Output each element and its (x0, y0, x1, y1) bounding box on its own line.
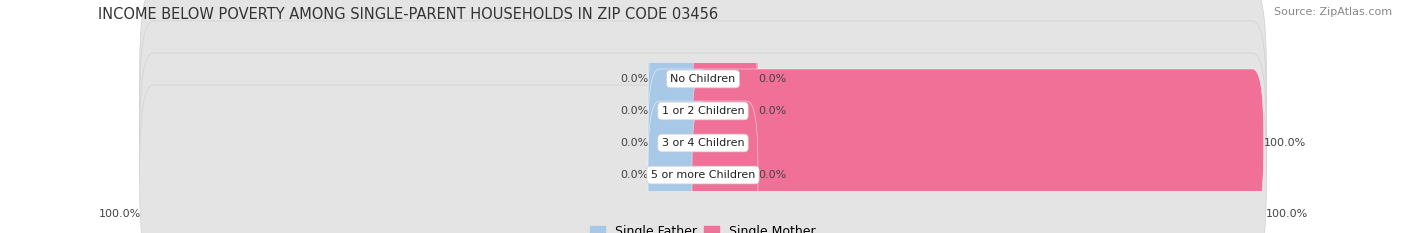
FancyBboxPatch shape (692, 37, 758, 185)
Text: 100.0%: 100.0% (98, 209, 141, 219)
Text: 100.0%: 100.0% (1265, 209, 1308, 219)
FancyBboxPatch shape (648, 69, 714, 217)
Text: 100.0%: 100.0% (1264, 138, 1306, 148)
Text: 0.0%: 0.0% (620, 74, 648, 84)
Text: 5 or more Children: 5 or more Children (651, 170, 755, 180)
Text: INCOME BELOW POVERTY AMONG SINGLE-PARENT HOUSEHOLDS IN ZIP CODE 03456: INCOME BELOW POVERTY AMONG SINGLE-PARENT… (98, 7, 718, 22)
FancyBboxPatch shape (139, 21, 1267, 201)
Text: 1 or 2 Children: 1 or 2 Children (662, 106, 744, 116)
Text: Source: ZipAtlas.com: Source: ZipAtlas.com (1274, 7, 1392, 17)
Text: No Children: No Children (671, 74, 735, 84)
FancyBboxPatch shape (692, 101, 758, 233)
FancyBboxPatch shape (139, 53, 1267, 233)
FancyBboxPatch shape (139, 85, 1267, 233)
Text: 0.0%: 0.0% (758, 74, 786, 84)
Text: 0.0%: 0.0% (620, 170, 648, 180)
Text: 3 or 4 Children: 3 or 4 Children (662, 138, 744, 148)
Legend: Single Father, Single Mother: Single Father, Single Mother (585, 220, 821, 233)
FancyBboxPatch shape (648, 37, 714, 185)
FancyBboxPatch shape (139, 0, 1267, 169)
Text: 0.0%: 0.0% (758, 106, 786, 116)
FancyBboxPatch shape (648, 5, 714, 153)
FancyBboxPatch shape (648, 101, 714, 233)
FancyBboxPatch shape (692, 5, 758, 153)
Text: 0.0%: 0.0% (620, 138, 648, 148)
Text: 0.0%: 0.0% (758, 170, 786, 180)
Text: 0.0%: 0.0% (620, 106, 648, 116)
FancyBboxPatch shape (692, 69, 1264, 217)
